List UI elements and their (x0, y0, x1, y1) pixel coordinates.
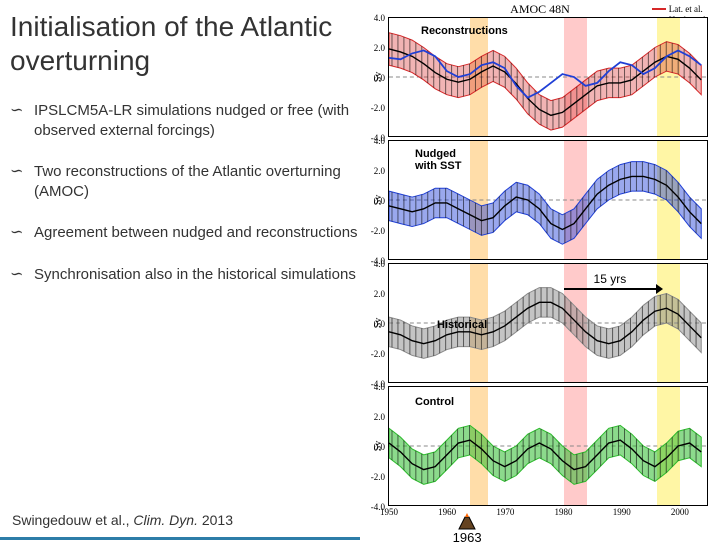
legend-label: Lat. et al. (669, 4, 703, 15)
bullet-item: Agreement between nudged and reconstruct… (10, 223, 360, 243)
bullet-item: IPSLCM5A-LR simulations nudged or free (… (10, 101, 360, 140)
arrow-icon (564, 288, 657, 290)
chart-column: AMOC 48N Lat. et al. Huck et al. Sv-4.0-… (370, 2, 710, 532)
y-ticks: -4.0-2.00.02.04.0 (365, 141, 387, 259)
y-ticks: -4.0-2.00.02.04.0 (365, 387, 387, 505)
bullet-item: Synchronisation also in the historical s… (10, 265, 360, 285)
annotation-label: 15 yrs (594, 272, 627, 286)
page-title: Initialisation of the Atlantic overturni… (10, 10, 360, 77)
chart-panel: Sv-4.0-2.00.02.04.0Historical15 yrs (388, 263, 708, 383)
panel-label: Reconstructions (419, 24, 510, 38)
chart-panel: Sv-4.0-2.00.02.04.0Reconstructions (388, 17, 708, 137)
x-ticks: 195019601970198019902000 (389, 507, 707, 519)
legend-swatch (652, 8, 666, 10)
panel-label: Control (413, 395, 456, 409)
y-ticks: -4.0-2.00.02.04.0 (365, 264, 387, 382)
citation-authors: Swingedouw et al., (12, 512, 133, 528)
chart-panel: Sv-4.0-2.00.02.04.0Nudgedwith SST (388, 140, 708, 260)
citation-journal: Clim. Dyn. (133, 512, 198, 528)
bullet-item: Two reconstructions of the Atlantic over… (10, 162, 360, 201)
y-ticks: -4.0-2.00.02.04.0 (365, 18, 387, 136)
panel-label: Nudgedwith SST (413, 147, 463, 173)
citation: Swingedouw et al., Clim. Dyn. 2013 (12, 512, 233, 528)
volcano-icon: 1963 (453, 512, 482, 545)
panel-label: Historical (435, 318, 489, 332)
citation-year: 2013 (198, 512, 233, 528)
chart-panel: Sv-4.0-2.00.02.04.0Control19501960197019… (388, 386, 708, 506)
